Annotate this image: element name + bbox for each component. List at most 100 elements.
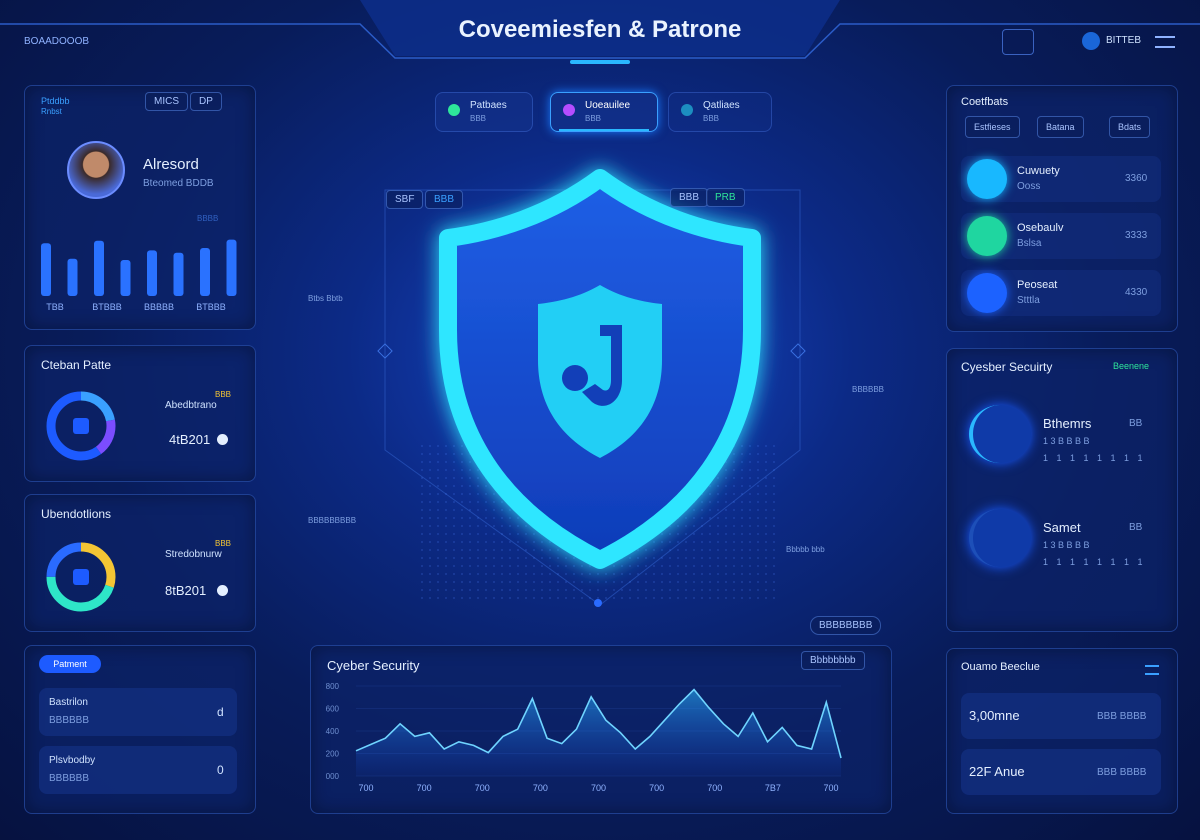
contact-sub: Ooss <box>1017 181 1041 192</box>
stat-title: Ubendotlions <box>41 507 112 521</box>
x-tick-label: 700 <box>358 783 373 793</box>
bar <box>147 250 157 296</box>
line <box>355 688 842 759</box>
security-badge: BB <box>1129 522 1143 533</box>
tab-icon <box>563 104 575 116</box>
tab-label: Qatliaes <box>703 100 740 111</box>
contact-value: 3360 <box>1125 173 1148 184</box>
stat-panel: Ubendotlions BBB Stredobnurw 8tB201 <box>24 494 256 632</box>
security-line: 1 3 B B B B <box>1043 436 1090 446</box>
note: Btbs Bbtb <box>308 294 343 303</box>
donut-segment <box>46 391 116 461</box>
donut-icon <box>73 569 89 585</box>
tab-sub: BBB <box>585 114 602 123</box>
tab-sub: BBB <box>703 114 720 123</box>
contact-sub: Stttla <box>1017 295 1040 306</box>
tab-sub: BBB <box>470 114 487 123</box>
title: Coveemiesfen & Patrone <box>458 16 742 43</box>
menu-icon[interactable] <box>1155 36 1175 48</box>
note: Bbbbb bbb <box>786 545 825 554</box>
payment-row[interactable]: Plsvbodby BBBBBB 0 <box>39 746 237 794</box>
bar <box>226 239 237 296</box>
contact-row[interactable]: Osebaulv Bslsa 3333 <box>961 213 1161 259</box>
chip: BBB <box>425 190 464 209</box>
summary-row: 3,00mne BBB BBBB <box>961 693 1161 739</box>
stat-arrow[interactable] <box>217 585 228 596</box>
contact-name: Peoseat <box>1017 279 1058 291</box>
shield-graphic <box>377 169 806 607</box>
badge: BBB <box>215 390 232 399</box>
tab-label: Uoeauilee <box>585 100 631 111</box>
donut-segment <box>46 391 116 461</box>
button[interactable]: DP <box>190 92 222 111</box>
tab[interactable]: Patbaes BBB <box>435 92 533 132</box>
trend-button[interactable]: Bbbbbbbb <box>801 651 865 670</box>
stat-label: Stredobnurw <box>165 549 222 560</box>
summary-label: 3,00mne <box>969 708 1020 723</box>
bar <box>120 260 131 296</box>
row-sub: BBBBBB <box>49 773 90 784</box>
y-tick-label: 000 <box>326 772 340 781</box>
line-chart: 800 600 400 200 000 700 700 700 700 700 700 700 7B7 7… <box>326 682 842 793</box>
contact-icon <box>967 273 1007 313</box>
security-link[interactable]: Beenene <box>1113 361 1150 371</box>
contact-row[interactable]: Cuwuety Ooss 3360 <box>961 156 1161 202</box>
summary-value: BBB BBBB <box>1097 767 1147 778</box>
tab-active[interactable]: Uoeauilee BBB <box>550 92 658 132</box>
y-tick-label: 200 <box>326 750 340 759</box>
search-box[interactable] <box>1002 29 1034 55</box>
x-tick-label: 700 <box>417 783 432 793</box>
bar <box>94 240 104 296</box>
contact-tab[interactable]: Batana <box>1037 116 1084 138</box>
donut <box>46 542 116 612</box>
x-tick-label: 700 <box>591 783 606 793</box>
contact-tab[interactable]: Bdats <box>1109 116 1151 138</box>
user-name: BITTEB <box>1106 35 1142 46</box>
contact-tab[interactable]: Estfieses <box>965 116 1020 138</box>
tag: Ptddbb <box>41 96 70 106</box>
summary-menu[interactable] <box>1145 665 1159 675</box>
brand: BOAADOOOB <box>24 36 90 47</box>
contact-value: 4330 <box>1125 287 1148 298</box>
contact-sub: Bslsa <box>1017 238 1042 249</box>
contacts-panel: Coetfbats Estfieses Batana Bdats Cuwuety Oo… <box>946 85 1178 332</box>
payment-row[interactable]: Bastrilon BBBBBB d <box>39 688 237 736</box>
note: BBBBBB <box>852 385 885 394</box>
x-tick-label: 700 <box>649 783 664 793</box>
avatar[interactable] <box>1082 32 1100 50</box>
y-tick-label: 400 <box>326 727 340 736</box>
x-tick-label: 700 <box>823 783 838 793</box>
security-panel: Cyesber Secuirty Beenene Bthemrs BB 1 3 B … <box>946 348 1178 632</box>
chip[interactable]: BBBBBBBB <box>810 616 882 635</box>
bar-label: TBB <box>46 302 64 312</box>
security-name: Bthemrs <box>1043 416 1092 431</box>
bar-label: BBBBB <box>144 302 174 312</box>
row-icon: d <box>217 705 224 719</box>
area <box>356 689 841 776</box>
security-name: Samet <box>1043 520 1081 535</box>
contact-row[interactable]: Peoseat Stttla 4330 <box>961 270 1161 316</box>
x-tick-label: 700 <box>475 783 490 793</box>
bar <box>41 243 51 296</box>
donut-segment <box>46 542 116 612</box>
chip: SBF <box>386 190 424 209</box>
summary-label: 22F Anue <box>969 764 1025 779</box>
x-tick-label: 700 <box>533 783 548 793</box>
trend-title: Cyeber Security <box>327 658 420 673</box>
row-label: Plsvbodby <box>49 755 96 766</box>
tab-icon <box>681 104 693 116</box>
x-tick-label: 700 <box>707 783 722 793</box>
profile-name: Alresord <box>143 156 199 173</box>
security-badge: BB <box>1129 418 1143 429</box>
stat-arrow[interactable] <box>217 434 228 445</box>
side-note: BBBB <box>197 214 219 223</box>
payment-button[interactable]: Patment <box>39 655 101 673</box>
button[interactable]: MICS <box>145 92 188 111</box>
y-tick-label: 800 <box>326 682 340 691</box>
profile-sub: Bteomed BDDB <box>143 178 214 189</box>
header-shape <box>0 0 1200 64</box>
tab[interactable]: Qatliaes BBB <box>668 92 772 132</box>
badge: BBB <box>215 539 232 548</box>
bar <box>200 248 210 296</box>
